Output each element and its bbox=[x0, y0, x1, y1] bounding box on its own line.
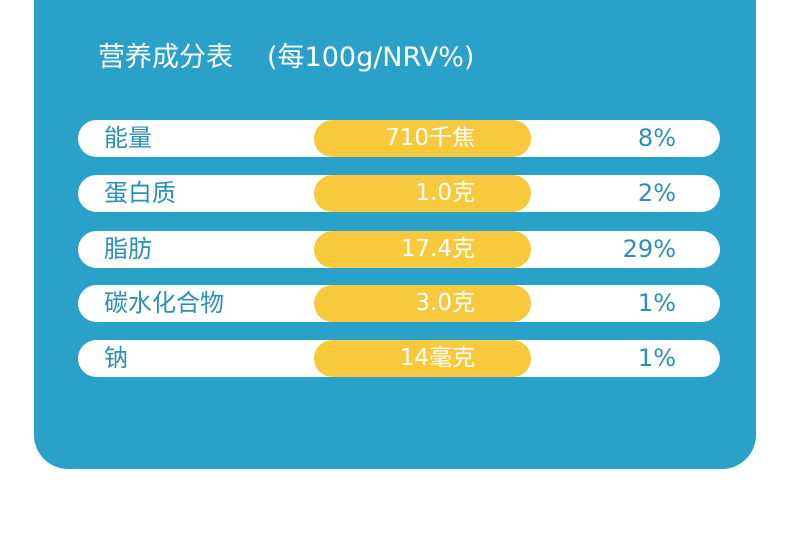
row-amount-pill: 3.0克 bbox=[314, 285, 531, 322]
row-nrv: 29% bbox=[622, 235, 676, 263]
row-nrv: 8% bbox=[637, 124, 676, 152]
row-amount: 14毫克 bbox=[399, 345, 475, 371]
row-nrv: 1% bbox=[637, 344, 676, 372]
row-nrv: 1% bbox=[637, 289, 676, 317]
row-amount-pill: 1.0克 bbox=[314, 175, 531, 212]
row-name: 钠 bbox=[104, 344, 128, 372]
row-name: 蛋白质 bbox=[104, 179, 176, 207]
row-amount: 17.4克 bbox=[400, 236, 475, 262]
nutrition-title-text: 营养成分表 bbox=[98, 42, 233, 73]
row-name: 碳水化合物 bbox=[104, 289, 224, 317]
row-name: 能量 bbox=[104, 124, 152, 152]
nutrition-title-unit: (每100g/NRV%) bbox=[267, 42, 475, 73]
row-amount-pill: 17.4克 bbox=[314, 231, 531, 268]
row-amount-pill: 710千焦 bbox=[314, 120, 531, 157]
nutrition-row-sodium: 钠 14毫克 1% bbox=[78, 340, 720, 377]
nutrition-title: 营养成分表 (每100g/NRV%) bbox=[98, 38, 474, 78]
row-amount: 1.0克 bbox=[415, 180, 475, 206]
nutrition-row-carbohydrate: 碳水化合物 3.0克 1% bbox=[78, 285, 720, 322]
nutrition-row-fat: 脂肪 17.4克 29% bbox=[78, 231, 720, 268]
nutrition-row-protein: 蛋白质 1.0克 2% bbox=[78, 175, 720, 212]
row-amount: 3.0克 bbox=[415, 290, 475, 316]
row-nrv: 2% bbox=[637, 179, 676, 207]
row-amount: 710千焦 bbox=[385, 125, 475, 151]
row-name: 脂肪 bbox=[104, 235, 152, 263]
nutrition-row-energy: 能量 710千焦 8% bbox=[78, 120, 720, 157]
row-amount-pill: 14毫克 bbox=[314, 340, 531, 377]
